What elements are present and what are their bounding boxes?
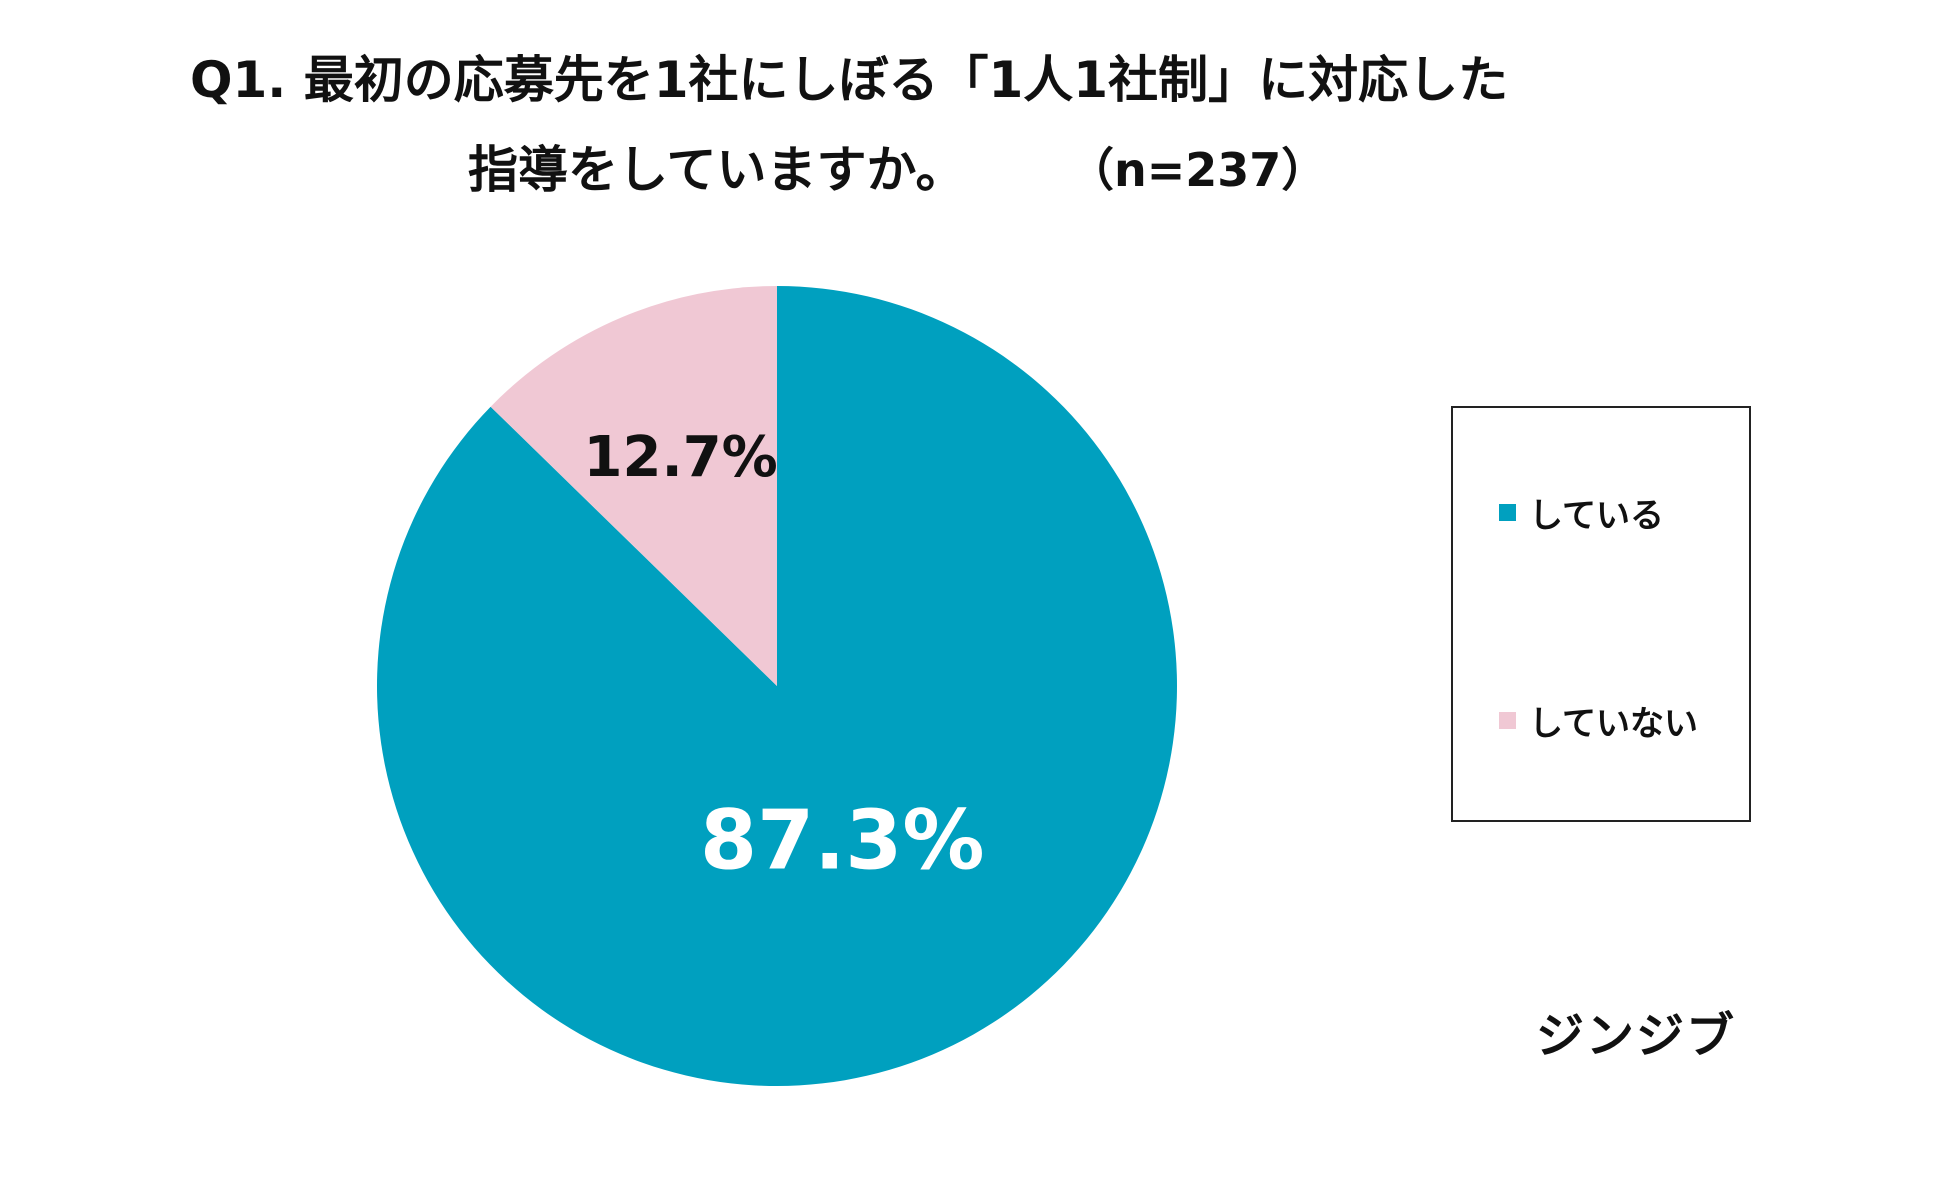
legend-label-shiteiru: している (1529, 496, 1664, 536)
sample-size: （n=237） (1068, 143, 1328, 197)
legend-swatch-shiteinai (1499, 712, 1516, 729)
chart-title-line-2: 指導をしていますか。 (468, 141, 966, 199)
legend: している していない (1451, 406, 1751, 822)
legend-item-shiteiru: している (1499, 488, 1664, 537)
pie-label-shiteinai: 12.7% (584, 425, 778, 490)
legend-label-shiteinai: していない (1529, 704, 1698, 744)
chart-title-line-1: Q1. 最初の応募先を1社にしぼる「1人1社制」に対応した (190, 51, 1509, 109)
legend-swatch-shiteiru (1499, 504, 1516, 521)
brand-logo-text: ジンジブ (1536, 1008, 1737, 1064)
pie-slice-shiteinai (490, 286, 777, 686)
legend-item-shiteinai: していない (1499, 696, 1698, 745)
pie-label-shiteiru: 87.3% (700, 793, 984, 888)
